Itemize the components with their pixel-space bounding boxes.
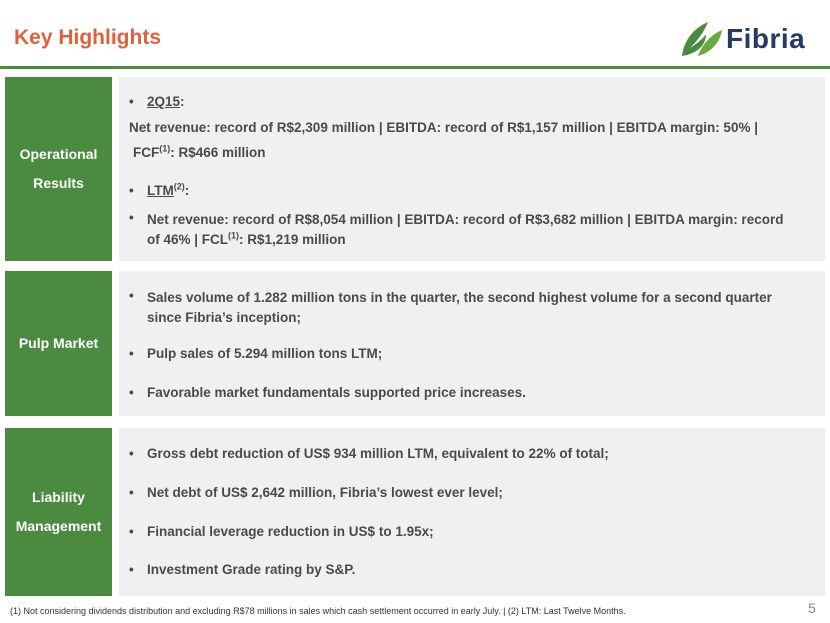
liability-management-row: Liability Management • Gross debt reduct… xyxy=(5,428,825,596)
bullet-dot: • xyxy=(129,446,134,461)
liability-management-label: Liability Management xyxy=(5,428,112,596)
pulp-market-label: Pulp Market xyxy=(5,271,112,416)
bullet-dot: • xyxy=(129,346,134,361)
page-number: 5 xyxy=(808,600,816,616)
page-title: Key Highlights xyxy=(14,26,162,49)
period-label: 2Q15 xyxy=(147,94,181,109)
bullet-dot: • xyxy=(129,210,134,225)
bullet-dot: • xyxy=(129,288,134,303)
footnote: (1) Not considering dividends distributi… xyxy=(10,606,626,616)
period-label: LTM xyxy=(147,183,174,198)
bullet-dot: • xyxy=(129,94,134,109)
bullet-dot: • xyxy=(129,183,134,198)
label-line: Liability xyxy=(32,489,85,505)
bullet-dot: • xyxy=(129,524,134,539)
label-line: Management xyxy=(15,518,102,534)
label-line: Results xyxy=(33,175,84,191)
bullet-dot: • xyxy=(129,485,134,500)
bullet-dot: • xyxy=(129,385,134,400)
leaf-icon xyxy=(682,22,722,56)
fibria-logo: Fibria xyxy=(678,17,818,61)
logo-text: Fibria xyxy=(726,23,806,54)
pulp-market-content: • Sales volume of 1.282 million tons in … xyxy=(119,271,825,416)
operational-results-content: • 2Q15: Net revenue: record of R$2,309 m… xyxy=(119,77,825,261)
operational-results-row: Operational Results • 2Q15: Net revenue:… xyxy=(5,77,825,261)
label-line: Operational xyxy=(19,146,98,162)
liability-management-content: • Gross debt reduction of US$ 934 millio… xyxy=(119,428,825,596)
operational-results-label: Operational Results xyxy=(5,77,112,261)
pulp-market-row: Pulp Market • Sales volume of 1.282 mill… xyxy=(5,271,825,416)
q-line-2: FCF(1): R$466 million xyxy=(133,143,266,160)
header-divider xyxy=(0,66,830,69)
bullet-dot: • xyxy=(129,562,134,577)
q-line-1: Net revenue: record of R$2,309 million |… xyxy=(129,120,758,135)
